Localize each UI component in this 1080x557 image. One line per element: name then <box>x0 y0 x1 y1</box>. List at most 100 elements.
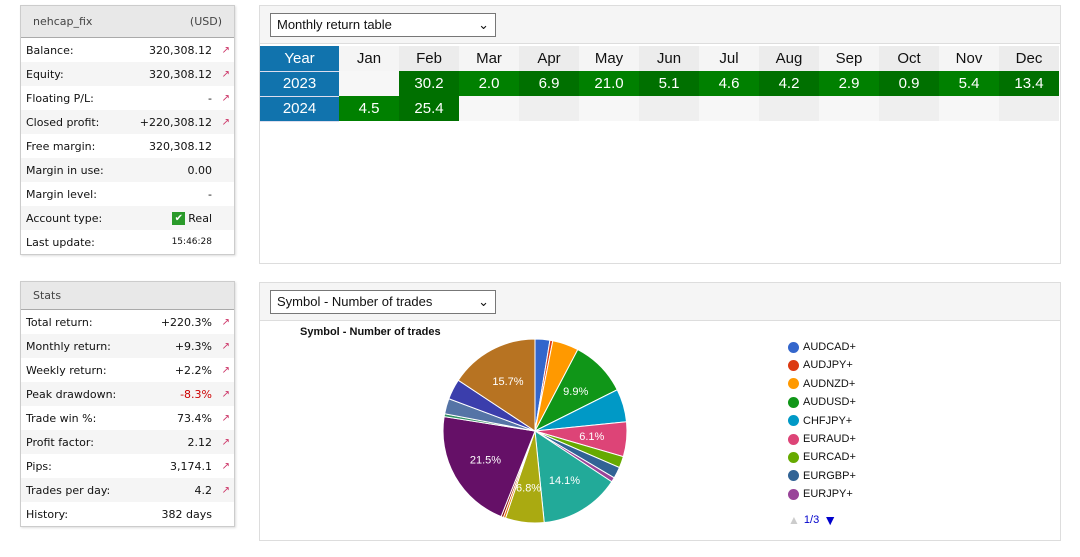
row-label: Monthly return: <box>26 339 111 353</box>
stat-row: Pips: 3,174.1 ↗ <box>21 454 234 478</box>
row-value: 320,308.12 <box>149 43 212 57</box>
pie-slice[interactable] <box>457 338 536 432</box>
month-cell: 5.1 <box>639 71 699 96</box>
chart-icon[interactable]: ↗ <box>221 68 230 80</box>
chart-icon[interactable]: ↗ <box>221 388 230 400</box>
month-cell <box>339 71 399 96</box>
month-cell <box>879 96 939 121</box>
pie-slice[interactable] <box>442 416 536 518</box>
row-label: Free margin: <box>26 139 96 153</box>
header-cell: Nov <box>939 46 999 71</box>
month-cell: 2.9 <box>819 71 879 96</box>
header-cell: Jan <box>339 46 399 71</box>
month-cell <box>639 96 699 121</box>
row-value: 320,308.12 <box>149 67 212 81</box>
row-label: Pips: <box>26 459 52 473</box>
stats-panel: Stats Total return: +220.3% ↗ Monthly retur… <box>20 281 235 527</box>
header-cell: Jun <box>639 46 699 71</box>
stat-row: Floating P/L: - ↗ <box>21 86 234 110</box>
legend-item[interactable]: AUDJPY+ <box>788 359 853 371</box>
month-cell <box>579 96 639 121</box>
chevron-down-icon: ⌄ <box>478 293 489 309</box>
stat-row: Account type: ✔ Real <box>21 206 234 230</box>
row-label: Margin in use: <box>26 163 104 177</box>
month-cell: 4.2 <box>759 71 819 96</box>
row-label: Trades per day: <box>26 483 111 497</box>
month-cell <box>999 96 1059 121</box>
monthly-select[interactable]: Monthly return table ⌄ <box>270 12 496 37</box>
row-label: Margin level: <box>26 187 97 201</box>
slice-label: 14.1% <box>549 475 580 487</box>
chart-icon[interactable]: ↗ <box>221 364 230 376</box>
header-cell: Dec <box>999 46 1059 71</box>
chart-icon[interactable]: ↗ <box>221 412 230 424</box>
pie-chart: 9.9% 6.1% 14.1% 6.8% 21.5% 15.7% <box>442 338 628 524</box>
month-cell: 2.0 <box>459 71 519 96</box>
pager-down-icon[interactable]: ▼ <box>823 512 838 528</box>
table-row: 2023 30.2 2.0 6.9 21.0 5.1 4.6 4.2 2.9 0.9 5.4 13.4 <box>260 71 1059 97</box>
row-label: Peak drawdown: <box>26 387 117 401</box>
chart-icon[interactable]: ↗ <box>221 436 230 448</box>
legend-label: EURJPY+ <box>803 488 853 501</box>
month-cell: 25.4 <box>399 96 459 121</box>
chart-icon[interactable]: ↗ <box>221 484 230 496</box>
legend-item[interactable]: AUDCAD+ <box>788 341 856 353</box>
row-label: Weekly return: <box>26 363 107 377</box>
row-label: Trade win %: <box>26 411 97 425</box>
month-cell <box>819 96 879 121</box>
pager-up-icon[interactable]: ▲ <box>788 513 800 527</box>
stat-row: Peak drawdown: -8.3% ↗ <box>21 382 234 406</box>
row-value: -8.3% <box>180 387 212 401</box>
legend-item[interactable]: EURJPY+ <box>788 488 853 500</box>
legend-item[interactable]: AUDNZD+ <box>788 378 855 390</box>
legend-item[interactable]: CHFJPY+ <box>788 415 852 427</box>
month-cell <box>759 96 819 121</box>
month-cell <box>459 96 519 121</box>
month-cell: 6.9 <box>519 71 579 96</box>
row-label: Profit factor: <box>26 435 94 449</box>
legend-dot-icon <box>788 359 799 371</box>
symbol-select[interactable]: Symbol - Number of trades ⌄ <box>270 289 496 314</box>
chart-icon[interactable]: ↗ <box>221 316 230 328</box>
stat-row: Profit factor: 2.12 ↗ <box>21 430 234 454</box>
month-cell: 4.6 <box>699 71 759 96</box>
row-label: Balance: <box>26 43 74 57</box>
month-cell: 21.0 <box>579 71 639 96</box>
legend-dot-icon <box>788 341 799 353</box>
header-cell: Apr <box>519 46 579 71</box>
chart-icon[interactable]: ↗ <box>221 460 230 472</box>
chevron-down-icon: ⌄ <box>478 16 489 32</box>
chart-icon[interactable]: ↗ <box>221 116 230 128</box>
slice-label: 15.7% <box>492 376 523 388</box>
chart-icon[interactable]: ↗ <box>221 340 230 352</box>
legend-item[interactable]: EURCAD+ <box>788 451 856 463</box>
header-cell: Sep <box>819 46 879 71</box>
legend-dot-icon <box>788 396 799 408</box>
header-cell: Year <box>260 46 339 72</box>
row-value: 320,308.12 <box>149 139 212 153</box>
header-cell: Oct <box>879 46 939 71</box>
stats-title: Stats <box>33 289 62 302</box>
legend-item[interactable]: EURAUD+ <box>788 433 856 445</box>
row-value: 15:46:28 <box>171 237 212 247</box>
table-header: Year Jan Feb Mar Apr May Jun Jul Aug Sep Oct Nov Dec <box>260 46 1059 72</box>
row-value: +220,308.12 <box>139 115 212 129</box>
row-label: History: <box>26 507 69 521</box>
chart-icon[interactable]: ↗ <box>221 92 230 104</box>
legend-label: AUDUSD+ <box>803 396 856 409</box>
row-value: +9.3% <box>174 339 212 353</box>
legend-item[interactable]: EURGBP+ <box>788 470 856 482</box>
pie-slice[interactable] <box>534 430 613 524</box>
pager-text: 1/3 <box>803 514 820 526</box>
chart-icon[interactable]: ↗ <box>221 44 230 56</box>
legend-dot-icon <box>788 378 799 390</box>
row-value: 382 days <box>161 507 212 521</box>
month-cell <box>699 96 759 121</box>
stat-row: History: 382 days <box>21 502 234 526</box>
legend-item[interactable]: AUDUSD+ <box>788 396 856 408</box>
chart-title: Symbol - Number of trades <box>300 326 441 338</box>
row-label: Last update: <box>26 235 95 249</box>
row-label: Total return: <box>26 315 93 329</box>
stat-row: Equity: 320,308.12 ↗ <box>21 62 234 86</box>
stat-row: Closed profit: +220,308.12 ↗ <box>21 110 234 134</box>
